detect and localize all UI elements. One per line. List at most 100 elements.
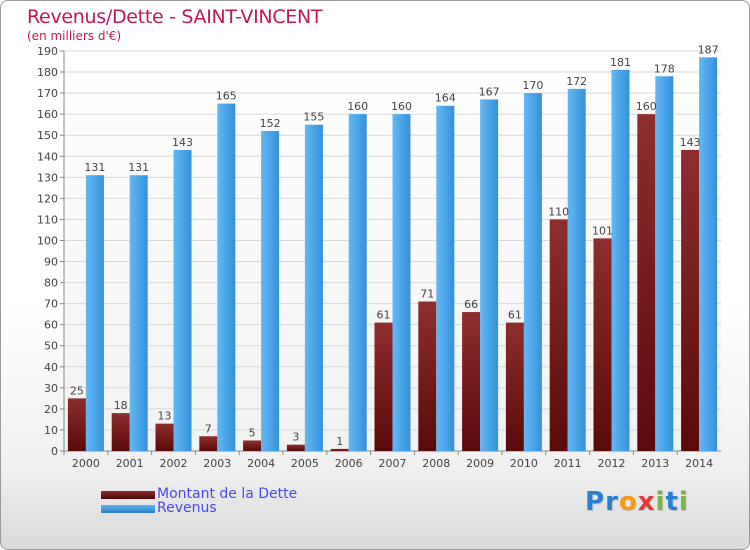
x-tick-label: 2010: [510, 457, 538, 470]
x-tick-label: 2002: [160, 457, 188, 470]
x-tick-label: 2004: [247, 457, 275, 470]
bar-revenue: [348, 114, 367, 451]
bar-debt: [593, 238, 612, 451]
data-label-revenue: 160: [391, 100, 412, 113]
y-tick-label: 110: [37, 213, 58, 226]
logo-letter: x: [637, 487, 656, 517]
data-label-revenue: 152: [260, 117, 281, 130]
chart-title: Revenus/Dette - SAINT-VINCENT: [27, 6, 323, 28]
data-label-revenue: 187: [698, 43, 719, 56]
x-tick-label: 2000: [72, 457, 100, 470]
y-tick-label: 20: [44, 403, 58, 416]
y-tick-label: 90: [44, 256, 58, 269]
data-label-revenue: 155: [303, 111, 324, 124]
data-label-debt: 25: [70, 384, 84, 397]
x-tick-label: 2012: [598, 457, 626, 470]
bar-debt: [505, 322, 524, 451]
x-tick-label: 2003: [203, 457, 231, 470]
bar-debt: [418, 301, 437, 451]
y-tick-label: 0: [51, 445, 58, 458]
data-label-debt: 66: [464, 298, 478, 311]
bar-debt: [374, 322, 393, 451]
bar-revenue: [655, 76, 674, 452]
data-label-debt: 18: [114, 399, 128, 412]
y-tick-label: 10: [44, 424, 58, 437]
bar-debt: [199, 436, 218, 451]
data-label-revenue: 181: [610, 56, 631, 69]
x-tick-label: 2009: [466, 457, 494, 470]
y-tick-label: 70: [44, 298, 58, 311]
bar-revenue: [611, 69, 630, 452]
y-tick-label: 130: [37, 171, 58, 184]
data-label-revenue: 170: [522, 79, 543, 92]
bar-revenue: [699, 57, 718, 451]
y-tick-label: 150: [37, 129, 58, 142]
data-label-revenue: 172: [566, 75, 587, 88]
x-tick-label: 2013: [641, 457, 669, 470]
bar-debt: [111, 413, 130, 451]
y-tick-label: 100: [37, 234, 58, 247]
bar-revenue: [173, 149, 192, 451]
data-label-debt: 101: [592, 224, 613, 237]
x-tick-label: 2011: [554, 457, 582, 470]
data-label-revenue: 165: [216, 90, 237, 103]
y-tick-label: 170: [37, 87, 58, 100]
bar-revenue: [523, 93, 542, 452]
bar-revenue: [436, 105, 455, 451]
y-tick-label: 180: [37, 66, 58, 79]
data-label-debt: 1: [336, 435, 343, 448]
y-tick-label: 80: [44, 277, 58, 290]
bar-revenue: [567, 88, 586, 451]
y-tick-label: 60: [44, 319, 58, 332]
x-tick-label: 2008: [422, 457, 450, 470]
bar-revenue: [217, 103, 236, 451]
logo-letter: P: [585, 487, 606, 517]
chart-subtitle: (en milliers d'€): [27, 29, 122, 43]
x-tick-label: 2007: [379, 457, 407, 470]
legend-label-debt: Montant de la Dette: [157, 486, 298, 502]
data-label-revenue: 160: [347, 100, 368, 113]
x-tick-label: 2005: [291, 457, 319, 470]
y-tick-label: 140: [37, 150, 58, 163]
logo-letter: i: [678, 487, 689, 517]
logo-letter: t: [665, 487, 679, 517]
data-label-revenue: 143: [172, 136, 193, 149]
y-tick-label: 190: [37, 45, 58, 58]
y-tick-label: 50: [44, 340, 58, 353]
y-tick-label: 30: [44, 382, 58, 395]
x-tick-label: 2014: [685, 457, 713, 470]
data-label-debt: 160: [636, 100, 657, 113]
data-label-revenue: 164: [435, 92, 456, 105]
logo-letter: o: [618, 487, 638, 517]
data-label-revenue: 131: [128, 161, 149, 174]
y-tick-label: 120: [37, 192, 58, 205]
bar-revenue: [85, 175, 104, 452]
logo-letter: i: [655, 487, 666, 517]
bar-debt: [243, 440, 262, 451]
bar-debt: [286, 444, 305, 451]
bar-revenue: [480, 99, 499, 451]
data-label-debt: 61: [508, 309, 522, 322]
bar-debt: [330, 448, 349, 451]
data-label-debt: 71: [420, 288, 434, 301]
data-label-debt: 5: [249, 426, 256, 439]
data-label-debt: 13: [158, 410, 172, 423]
bar-revenue: [392, 114, 411, 451]
legend-swatch-revenue: [101, 505, 155, 513]
data-label-debt: 143: [680, 136, 701, 149]
data-label-debt: 3: [292, 431, 299, 444]
data-label-revenue: 167: [479, 85, 500, 98]
data-label-debt: 61: [377, 309, 391, 322]
bar-revenue: [261, 131, 280, 451]
data-label-revenue: 131: [84, 161, 105, 174]
data-label-debt: 110: [548, 205, 569, 218]
bar-debt: [67, 398, 86, 451]
data-label-revenue: 178: [654, 62, 675, 75]
y-tick-label: 40: [44, 361, 58, 374]
bar-debt: [637, 114, 656, 451]
bar-debt: [155, 423, 174, 451]
bar-revenue: [304, 124, 323, 452]
x-tick-label: 2001: [116, 457, 144, 470]
